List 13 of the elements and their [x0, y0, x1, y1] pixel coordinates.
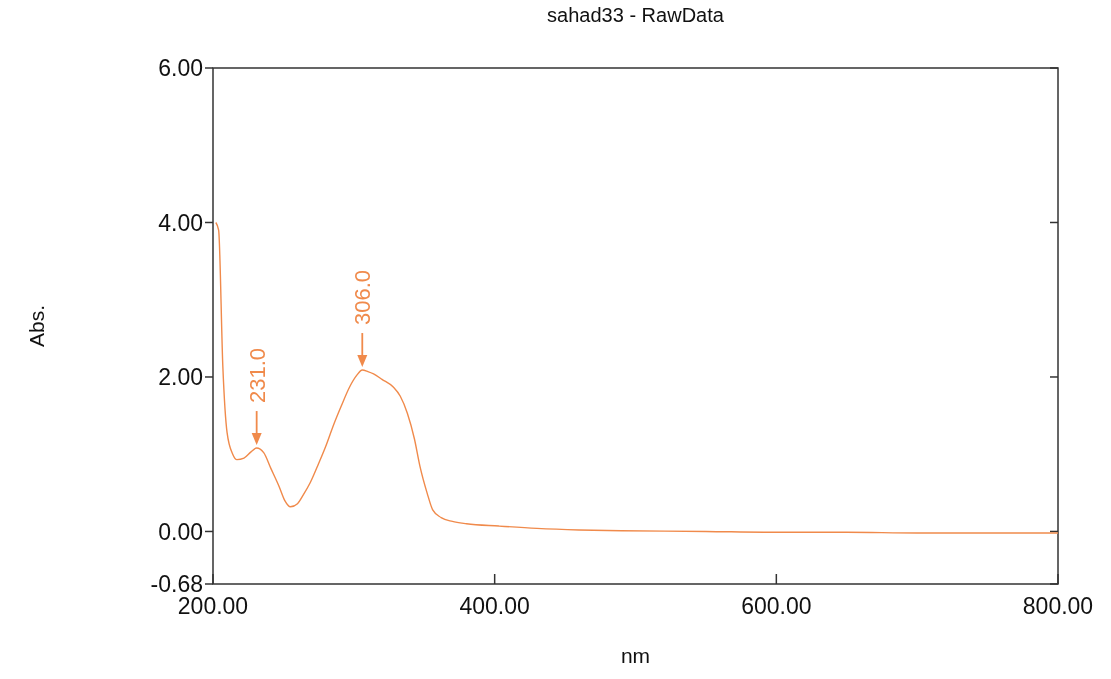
y-tick-label: 0.00	[158, 518, 203, 545]
annotation: 306.0	[350, 269, 376, 326]
x-axis-title: nm	[620, 644, 651, 667]
y-tick-label: 4.00	[158, 209, 203, 236]
y-tick-label: 6.00	[158, 55, 203, 82]
line-series	[215, 221, 1058, 534]
x-tick-label: 400.00	[459, 593, 530, 619]
chart-title: sahad33 - RawData	[547, 4, 725, 26]
y-axis-title: Abs.	[25, 304, 48, 348]
x-tick-label: 800.00	[1022, 593, 1094, 619]
annotation: 231.0	[244, 347, 270, 404]
y-tick-label: 2.00	[158, 364, 203, 391]
x-tick-label: 600.00	[741, 593, 812, 619]
